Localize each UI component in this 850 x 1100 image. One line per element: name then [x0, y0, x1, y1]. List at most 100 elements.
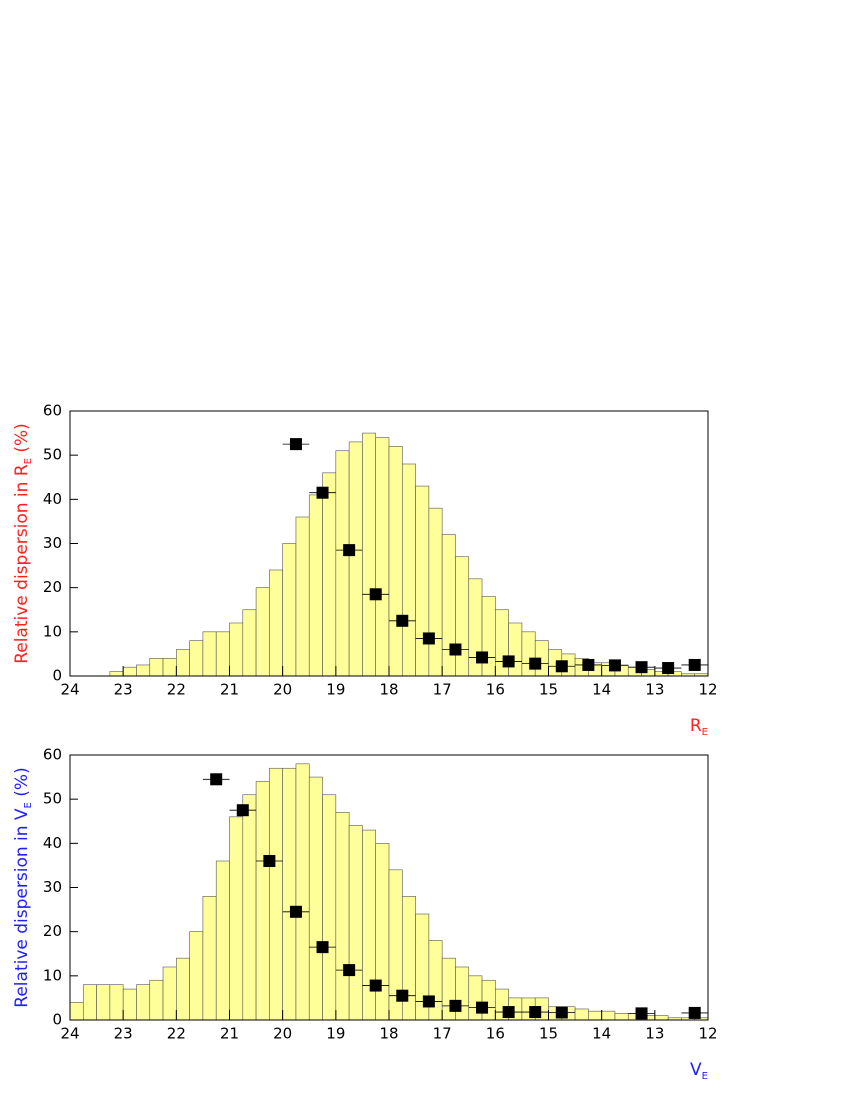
data-point [396, 989, 409, 1002]
data-point [688, 658, 701, 671]
histogram-bar [282, 767, 297, 1021]
histogram-bar [322, 472, 337, 677]
data-point [555, 1006, 568, 1019]
histogram-bar [189, 640, 204, 677]
histogram-bar [415, 485, 430, 677]
y-tick-label: 50 [43, 446, 62, 464]
x-axis-label-part: E [702, 727, 708, 738]
y-axis-label: Relative dispersion in RE (%) [12, 423, 34, 664]
histogram-bar [588, 1010, 602, 1021]
x-tick-label: 13 [645, 681, 664, 699]
histogram-bar [481, 596, 496, 677]
histogram-bar [455, 556, 470, 677]
x-tick-label: 21 [220, 681, 239, 699]
histogram-bar [335, 450, 350, 677]
data-point [608, 659, 621, 672]
histogram-bar [348, 441, 363, 677]
x-tick-label: 17 [433, 681, 452, 699]
data-point [635, 1007, 648, 1020]
y-tick-label: 20 [43, 922, 62, 940]
x-tick-label: 18 [379, 681, 398, 699]
x-tick-label: 22 [167, 681, 186, 699]
y-tick-label: 20 [43, 578, 62, 596]
histogram-bar [215, 631, 230, 677]
histogram-bar [242, 609, 257, 677]
data-point [422, 995, 435, 1008]
histogram-bar [654, 1015, 669, 1021]
y-tick-label: 40 [43, 490, 62, 508]
histogram-bar [96, 984, 111, 1021]
histogram-bar [308, 494, 323, 677]
data-point [662, 662, 675, 675]
histogram-bar [149, 658, 164, 677]
histogram-bar [109, 984, 124, 1021]
y-tick-label: 10 [43, 622, 62, 640]
histogram-bar [481, 979, 496, 1021]
histogram-bar [255, 781, 270, 1021]
y-tick-label: 50 [43, 790, 62, 808]
histogram-bar [308, 776, 323, 1021]
histogram-bar [362, 432, 377, 677]
x-tick-label: 13 [645, 1025, 664, 1043]
x-tick-label: 14 [592, 681, 611, 699]
data-point [263, 855, 276, 867]
y-tick-label: 0 [52, 667, 62, 685]
histogram-bar [375, 437, 390, 677]
y-axis-label-part: E [23, 802, 34, 808]
data-point [476, 1001, 489, 1014]
histogram-bar [176, 649, 190, 677]
data-point [555, 660, 568, 673]
histogram-bar [215, 860, 230, 1021]
y-axis-label-part: Relative dispersion in V [12, 808, 32, 1008]
data-point [635, 661, 648, 674]
histogram-bar [162, 966, 177, 1021]
data-point [343, 544, 356, 557]
y-axis-label-part: (%) [12, 423, 32, 458]
data-point [422, 632, 435, 645]
histogram-bar [229, 622, 244, 677]
data-point [369, 979, 382, 992]
x-tick-label: 19 [326, 1025, 345, 1043]
x-tick-label: 23 [114, 681, 133, 699]
x-tick-label: 24 [60, 1025, 79, 1043]
x-tick-label: 12 [698, 1025, 717, 1043]
y-axis-label: Relative dispersion in VE (%) [12, 767, 34, 1007]
histogram-bar [322, 794, 337, 1021]
data-point [529, 657, 542, 670]
x-axis-label: VE [690, 1060, 708, 1082]
x-tick-label: 20 [273, 681, 292, 699]
x-tick-label: 19 [326, 681, 345, 699]
x-axis-label-part: E [702, 1071, 708, 1082]
y-axis-label-part: Relative dispersion in R [12, 464, 32, 664]
data-point [316, 941, 329, 954]
histogram-bar [348, 825, 363, 1021]
x-axis-label-part: R [690, 716, 702, 736]
data-point [449, 999, 462, 1012]
x-axis-label-part: V [690, 1060, 702, 1080]
histogram-bar [82, 984, 97, 1021]
histogram-bar [401, 463, 416, 677]
histogram-bar [69, 1002, 84, 1021]
y-tick-label: 10 [43, 966, 62, 984]
histogram-bar [162, 658, 177, 677]
x-tick-label: 15 [539, 681, 558, 699]
histogram-bar [122, 988, 137, 1021]
histogram-bar [269, 569, 283, 677]
data-point [582, 658, 595, 671]
x-tick-label: 14 [592, 1025, 611, 1043]
data-point [529, 1006, 542, 1019]
histogram-bar [109, 671, 124, 677]
histogram-bar [269, 767, 283, 1021]
histogram-bar [202, 631, 217, 677]
data-point [396, 614, 409, 627]
histogram-bar [149, 979, 164, 1021]
y-axis-label-part: E [23, 458, 34, 464]
y-tick-label: 0 [52, 1011, 62, 1029]
data-point [236, 804, 249, 817]
histogram-bar [508, 622, 523, 677]
data-point [210, 773, 223, 786]
data-point [316, 486, 329, 499]
x-tick-label: 15 [539, 1025, 558, 1043]
x-tick-label: 20 [273, 1025, 292, 1043]
